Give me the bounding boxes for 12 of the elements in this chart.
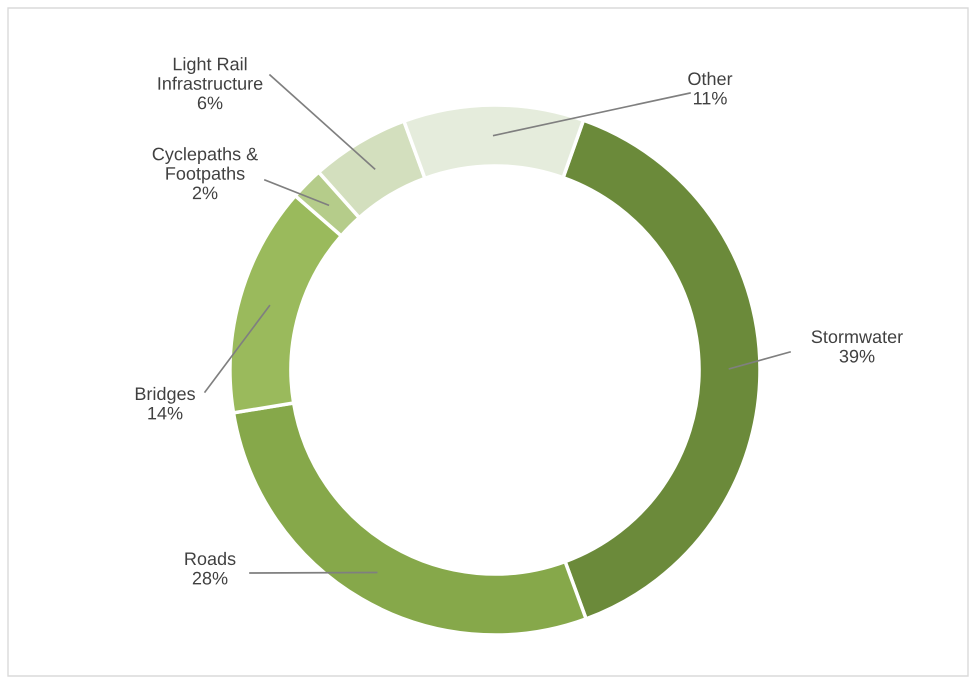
slice-label: Bridges	[136, 386, 195, 404]
data-label: 6%	[198, 96, 222, 110]
slice-label: Roads	[185, 552, 236, 566]
slice-label: Stormwater	[812, 330, 903, 344]
data-label: 14%	[148, 406, 182, 420]
slice-label: Other	[688, 72, 732, 86]
data-label: 28%	[192, 572, 228, 585]
slice-label: Light Rail Infrastructure	[158, 57, 262, 90]
slice-label: Cyclepaths & Footpaths	[152, 147, 258, 184]
data-label: 11%	[694, 92, 727, 104]
data-label: 2%	[192, 186, 218, 200]
data-label: 39%	[840, 350, 874, 363]
